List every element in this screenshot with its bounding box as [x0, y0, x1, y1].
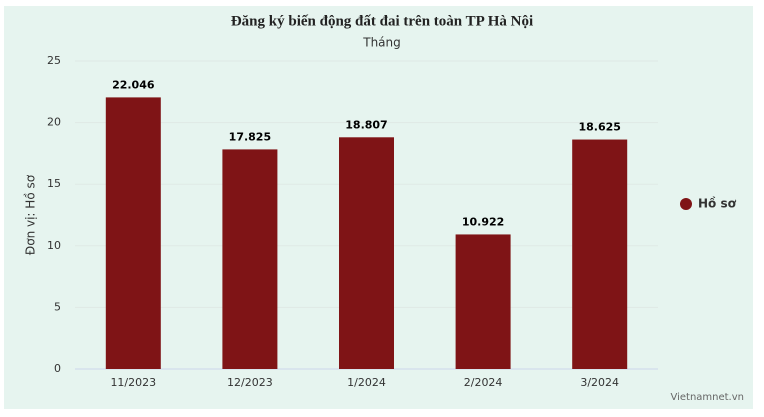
data-label: 22.046 — [112, 78, 155, 91]
x-tick-label: 1/2024 — [347, 376, 386, 389]
y-tick-label: 10 — [47, 239, 61, 252]
y-tick-label: 5 — [54, 300, 61, 313]
data-label: 18.807 — [345, 118, 387, 131]
bar — [105, 97, 161, 369]
y-tick-label: 15 — [47, 177, 61, 190]
x-tick-label: 2/2024 — [464, 376, 503, 389]
bar — [222, 149, 278, 369]
x-tick-label: 11/2023 — [110, 376, 156, 389]
data-label: 10.922 — [462, 215, 504, 228]
bar — [572, 139, 628, 369]
y-tick-label: 0 — [54, 362, 61, 375]
bar — [339, 137, 394, 369]
legend-marker — [680, 198, 692, 210]
chart-subtitle: Tháng — [362, 36, 401, 50]
credit: Vietnamnet.vn — [670, 392, 744, 403]
x-tick-label: 12/2023 — [227, 376, 273, 389]
data-label: 17.825 — [229, 130, 271, 143]
bar — [455, 234, 511, 369]
y-axis-label: Đơn vị: Hồ sơ — [24, 174, 38, 255]
legend-label: Hồ sơ — [698, 197, 737, 211]
data-label: 18.625 — [578, 121, 620, 134]
y-tick-label: 20 — [47, 116, 61, 129]
y-tick-label: 25 — [47, 54, 61, 67]
x-tick-label: 3/2024 — [580, 376, 619, 389]
chart-title: Đăng ký biến động đất đai trên toàn TP H… — [231, 13, 533, 29]
